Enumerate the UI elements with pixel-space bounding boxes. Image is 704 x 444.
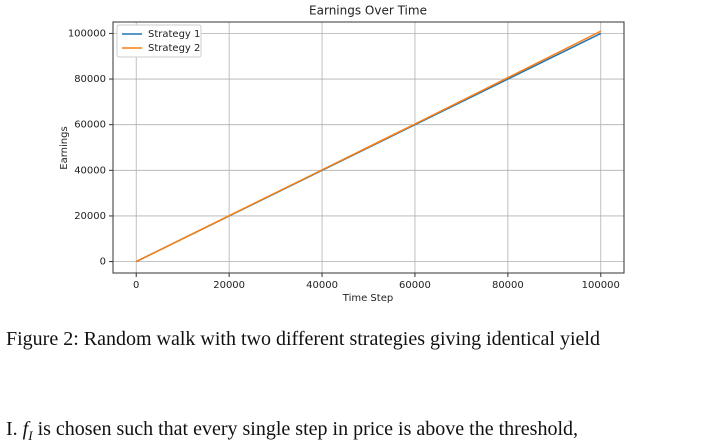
body-text: is chosen such that every single step in… — [37, 418, 578, 440]
y-tick-label: 40000 — [74, 165, 106, 176]
y-tick-label: 60000 — [74, 120, 106, 131]
item-label: I. — [6, 418, 18, 440]
data-line — [135, 30, 602, 263]
x-axis-label: Time Step — [342, 293, 393, 304]
x-tick-label: 20000 — [213, 280, 245, 291]
y-tick-label: 0 — [100, 257, 106, 268]
y-tick-label: 20000 — [74, 211, 106, 222]
legend-label: Strategy 1 — [148, 29, 200, 40]
x-tick-label: 0 — [133, 280, 139, 291]
y-tick-label: 100000 — [68, 28, 106, 39]
body-paragraph: I. fI is chosen such that every single s… — [6, 418, 578, 444]
plot-frame — [112, 21, 625, 274]
chart-title: Earnings Over Time — [309, 4, 427, 18]
subscript: I — [28, 428, 33, 443]
x-tick-label: 40000 — [306, 280, 338, 291]
symbol: f — [22, 418, 29, 440]
x-tick-label: 60000 — [399, 280, 431, 291]
figure-caption: Figure 2: Random walk with two different… — [6, 328, 600, 350]
legend-label: Strategy 2 — [148, 43, 200, 54]
legend-box — [116, 24, 202, 58]
y-tick-label: 80000 — [74, 74, 106, 85]
y-axis-label: Earnings — [59, 126, 70, 169]
x-tick-label: 80000 — [492, 280, 524, 291]
chart: Earnings Over Time Time Step Earnings 0 2… — [59, 4, 625, 304]
x-tick-label: 100000 — [582, 280, 620, 291]
